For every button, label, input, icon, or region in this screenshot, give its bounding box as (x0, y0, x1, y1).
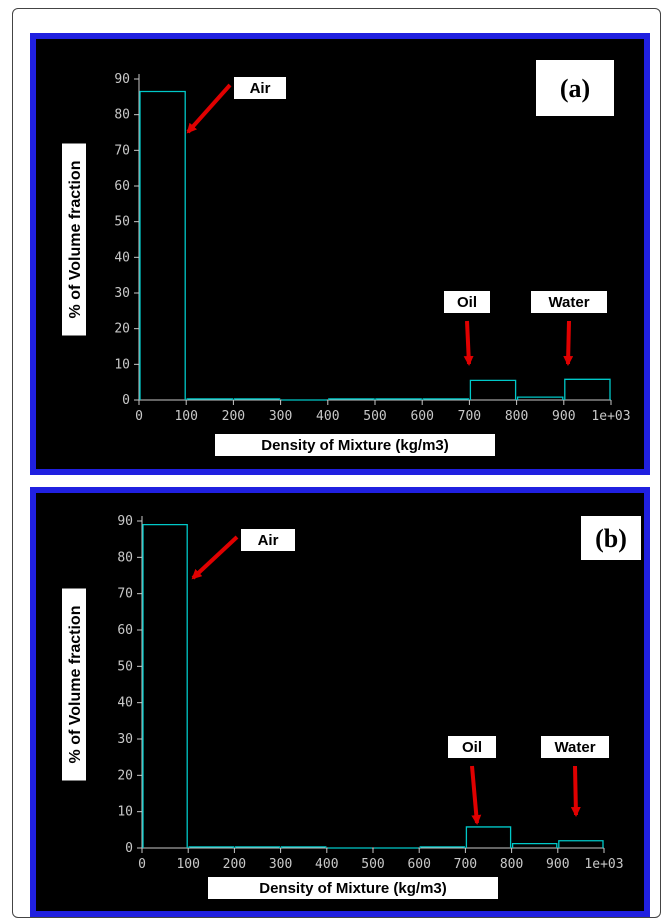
annotation-arrow (570, 765, 581, 817)
y-tick-label: 60 (117, 623, 133, 638)
panel-label-box (536, 60, 614, 116)
y-tick-label: 70 (117, 587, 133, 602)
histogram-bin (328, 398, 375, 400)
y-axis-label-group: % of Volume fraction (62, 588, 86, 781)
x-axis-label-box (215, 434, 495, 456)
chart-panel-b: 0 10 20 30 40 50 60 70 80 90 0 100 200 300 400 500 600 70… (30, 487, 650, 917)
chart-panel-a: 0 10 20 30 40 50 60 70 80 90 0 100 200 300 400 500 600 70… (30, 33, 650, 475)
x-axis-label: Density of Mixture (kg/m3) (259, 880, 447, 897)
panel-label: (b) (595, 524, 627, 553)
x-axis-label-box (208, 877, 498, 899)
x-tick-label: 0 (135, 409, 143, 424)
annotation-box (541, 736, 609, 758)
panel-label-box (581, 516, 641, 560)
annotation-label: Air (258, 532, 279, 549)
x-tick-label: 1e+03 (591, 409, 630, 424)
y-tick-label: 40 (114, 250, 130, 265)
annotation-arrow (470, 765, 482, 825)
x-tick-label: 800 (500, 857, 523, 872)
annotation-box (448, 736, 496, 758)
annotation-label: Air (250, 80, 271, 97)
x-tick-label: 800 (505, 409, 528, 424)
histogram-bin (188, 846, 235, 848)
y-tick-label: 30 (117, 732, 133, 747)
y-tick-label: 30 (114, 286, 130, 301)
annotation-label: Oil (457, 294, 477, 311)
x-tick-label: 1e+03 (584, 857, 623, 872)
y-axis-label-group: % of Volume fraction (62, 143, 86, 336)
histogram-bin (375, 398, 422, 400)
histogram-bin (564, 378, 611, 400)
y-tick-label: 10 (114, 357, 130, 372)
y-tick-label: 20 (114, 322, 130, 337)
annotation-box (444, 291, 490, 313)
y-tick-label: 20 (117, 768, 133, 783)
y-axis-label: % of Volume fraction (67, 606, 84, 764)
x-tick-label: 100 (176, 857, 199, 872)
annotation-label: Water (554, 739, 595, 756)
x-tick-label: 600 (407, 857, 430, 872)
histogram-bin (558, 840, 604, 848)
histogram-bin (469, 379, 517, 400)
x-tick-label: 400 (316, 409, 339, 424)
x-tick-label: 900 (552, 409, 575, 424)
x-tick-label: 200 (223, 857, 246, 872)
y-tick-label: 0 (125, 841, 133, 856)
y-tick-label: 90 (117, 514, 133, 529)
histogram-bin (186, 398, 234, 400)
x-tick-label: 700 (454, 857, 477, 872)
y-tick-label: 60 (114, 179, 130, 194)
histogram-bin (142, 523, 188, 848)
x-tick-label: 500 (361, 857, 384, 872)
y-axis-label-box (62, 588, 86, 781)
annotation-arrow (463, 320, 474, 366)
annotation-arrow (186, 83, 232, 134)
histogram-bin (422, 398, 470, 400)
y-axis-label: % of Volume fraction (67, 161, 84, 319)
y-tick-label: 10 (117, 805, 133, 820)
histogram-bin (511, 842, 558, 848)
annotation-box (531, 291, 607, 313)
annotation-label: Oil (462, 739, 482, 756)
x-tick-label: 700 (458, 409, 481, 424)
x-tick-label: 200 (222, 409, 245, 424)
x-tick-label: 300 (269, 409, 292, 424)
histogram-bin (233, 398, 281, 400)
x-tick-label: 300 (269, 857, 292, 872)
histogram-bin (139, 90, 186, 400)
histogram-bin (419, 846, 466, 848)
histogram-bin (516, 396, 564, 400)
y-tick-label: 70 (114, 143, 130, 158)
y-tick-label: 80 (114, 108, 130, 123)
histogram-bin (280, 846, 327, 848)
y-tick-label: 50 (117, 659, 133, 674)
annotation-arrow (191, 535, 239, 580)
annotation-arrow (563, 320, 574, 366)
y-tick-label: 80 (117, 550, 133, 565)
y-axis-label-box (62, 143, 86, 336)
y-tick-label: 90 (114, 72, 130, 87)
x-tick-label: 0 (138, 857, 146, 872)
panel-label: (a) (560, 74, 590, 103)
y-tick-label: 0 (122, 393, 130, 408)
x-tick-label: 400 (315, 857, 338, 872)
x-tick-label: 100 (174, 409, 197, 424)
x-tick-label: 500 (363, 409, 386, 424)
y-tick-label: 40 (117, 696, 133, 711)
annotation-label: Water (548, 294, 589, 311)
histogram-bin (234, 846, 281, 848)
x-tick-label: 900 (546, 857, 569, 872)
y-tick-label: 50 (114, 215, 130, 230)
annotation-box (234, 77, 286, 99)
x-tick-label: 600 (410, 409, 433, 424)
x-axis-label: Density of Mixture (kg/m3) (261, 437, 449, 454)
histogram-bin (465, 826, 512, 848)
annotation-box (241, 529, 295, 551)
